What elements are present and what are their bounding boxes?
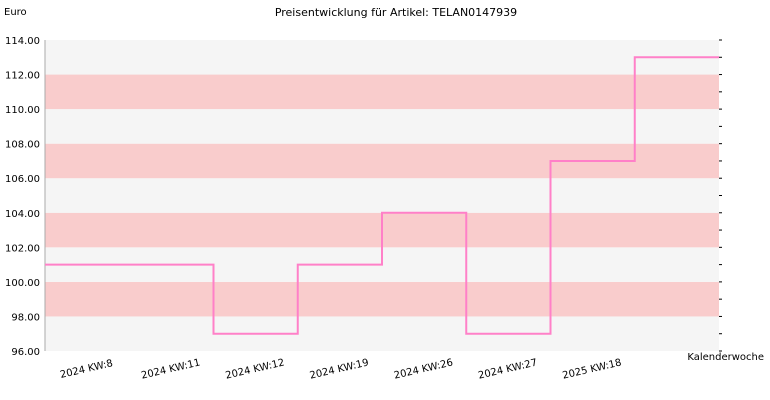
grid-band xyxy=(45,316,719,351)
x-axis-label: Kalenderwoche xyxy=(687,352,764,363)
x-axis: 2024 KW:8 2024 KW:11 2024 KW:12 2024 KW:19 2… xyxy=(59,357,623,381)
y-tick-label: 112.00 xyxy=(5,71,40,82)
y-tick-label: 106.00 xyxy=(5,174,40,185)
x-tick-label: 2024 KW:27 xyxy=(477,357,538,381)
grid-band xyxy=(45,178,719,213)
y-tick-label: 104.00 xyxy=(5,209,40,220)
x-tick-label: 2024 KW:19 xyxy=(309,357,370,381)
y-tick-label: 98.00 xyxy=(11,312,40,323)
x-tick-label: 2024 KW:26 xyxy=(393,357,454,381)
grid-band xyxy=(45,109,719,144)
y-tick-label: 96.00 xyxy=(11,347,40,358)
y-tick-label: 102.00 xyxy=(5,243,40,254)
chart-title: Preisentwicklung für Artikel: TELAN01479… xyxy=(275,6,517,19)
right-axis-ticks xyxy=(719,39,722,352)
grid-band xyxy=(45,40,719,75)
x-tick-label: 2024 KW:12 xyxy=(224,357,285,381)
y-axis-label: Euro xyxy=(4,7,27,18)
x-tick-label: 2025 KW:18 xyxy=(561,357,622,381)
y-tick-label: 114.00 xyxy=(5,36,40,47)
y-tick-label: 100.00 xyxy=(5,278,40,289)
y-axis: 96.00 98.00 100.00 102.00 104.00 106.00 108.00… xyxy=(5,36,46,358)
x-tick-label: 2024 KW:11 xyxy=(140,357,201,381)
grid-band xyxy=(45,281,719,317)
y-tick-label: 110.00 xyxy=(5,105,40,116)
background-bands xyxy=(45,40,719,351)
x-tick-label: 2024 KW:8 xyxy=(59,358,114,381)
grid-band xyxy=(45,74,719,110)
y-tick-label: 108.00 xyxy=(5,140,40,151)
price-series-line xyxy=(45,56,719,335)
